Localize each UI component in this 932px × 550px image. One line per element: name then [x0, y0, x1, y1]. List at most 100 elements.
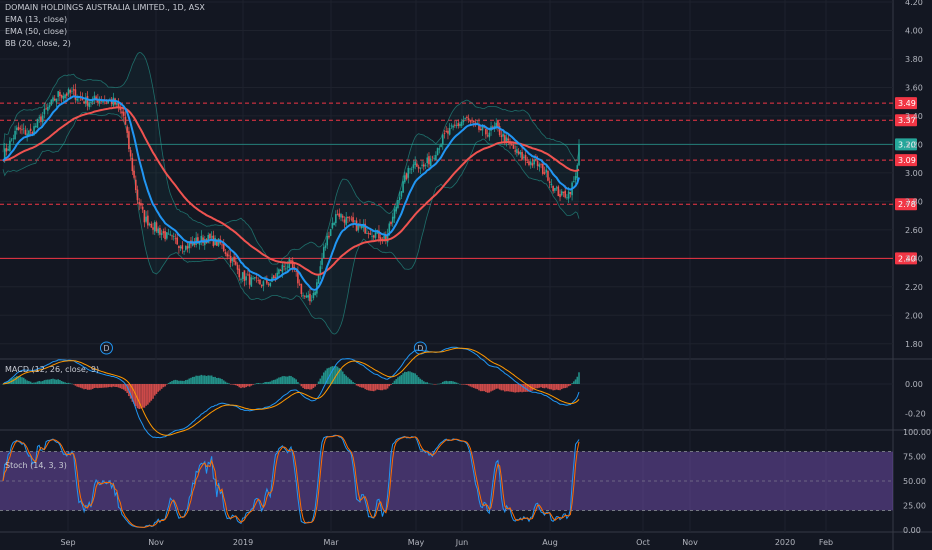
macd-histogram-bar: [222, 380, 225, 384]
candle-body: [41, 115, 44, 123]
candle-body: [536, 160, 539, 166]
macd-line: [2, 346, 580, 439]
macd-histogram-bar: [290, 375, 292, 384]
macd-histogram-bar: [236, 384, 239, 386]
macd-histogram-bar: [95, 384, 97, 388]
macd-histogram-bar: [12, 378, 15, 384]
level-badge-label: 2.40: [898, 254, 916, 263]
macd-histogram-bar: [519, 384, 522, 392]
candle-body: [278, 269, 280, 274]
candle-body: [222, 243, 225, 252]
macd-histogram-bar: [421, 379, 423, 384]
candle-body: [510, 143, 513, 146]
ema-lines: [2, 95, 580, 291]
macd-histogram-bar: [393, 380, 396, 384]
macd-histogram-bar: [428, 383, 430, 384]
macd-histogram-bar: [455, 382, 458, 384]
macd-tick-label: -0.20: [905, 409, 926, 418]
candle-body: [448, 128, 451, 135]
macd-histogram-bar: [219, 378, 222, 384]
macd-histogram-bar: [495, 384, 498, 389]
macd-histogram-bar: [40, 381, 42, 384]
candle-body: [164, 231, 166, 240]
ema50-legend[interactable]: EMA (50, close): [5, 27, 68, 36]
macd-histogram-bar: [360, 384, 363, 388]
macd-histogram-bar: [564, 384, 567, 389]
macd-histogram-bar: [335, 365, 337, 384]
macd-histogram-bar: [410, 372, 413, 384]
macd-histogram-bar: [22, 377, 25, 384]
macd-histogram-bar: [566, 384, 568, 388]
macd-histogram-bar: [500, 384, 503, 391]
macd-histogram-bar: [209, 375, 211, 384]
bb-upper: [2, 52, 580, 265]
macd-histogram-bar: [267, 381, 270, 384]
level-badge-label: 2.78: [898, 200, 916, 209]
macd-histogram-bar: [195, 375, 197, 384]
candle-body: [560, 191, 563, 196]
candle-body: [554, 188, 556, 191]
macd-histogram-bar: [445, 380, 448, 384]
level-badge-label: 3.49: [898, 99, 916, 108]
stoch-pane: [0, 434, 893, 528]
candle-body: [21, 129, 23, 131]
candle-body: [531, 163, 534, 166]
candle-body: [298, 283, 301, 285]
macd-histogram-bar: [378, 384, 380, 390]
macd-histogram-bar: [305, 384, 308, 390]
candle-body: [148, 223, 151, 225]
candle-body: [140, 203, 142, 206]
macd-histogram-bar: [88, 384, 91, 390]
ema13-legend[interactable]: EMA (13, close): [5, 15, 68, 24]
macd-histogram-bar: [160, 384, 163, 389]
macd-histogram-bar: [91, 384, 94, 389]
candle-body: [229, 255, 232, 263]
candle-body: [488, 132, 491, 138]
macd-histogram-bar: [366, 384, 368, 390]
macd-histogram-bar: [231, 384, 234, 385]
macd-histogram-bar: [200, 374, 203, 384]
candle-body: [322, 247, 325, 259]
candle-body: [55, 98, 58, 103]
candle-body: [131, 157, 134, 172]
candle-body: [153, 222, 156, 232]
candle-body: [397, 200, 399, 209]
level-badge-label: 3.37: [898, 116, 916, 125]
macd-histogram-bar: [141, 384, 144, 408]
stoch-tick-label: 100.00: [903, 428, 931, 437]
candle-body: [5, 148, 8, 152]
candle-body: [543, 172, 546, 174]
bb-legend[interactable]: BB (20, close, 2): [5, 39, 71, 48]
candle-body: [576, 165, 579, 179]
macd-histogram-bar: [467, 384, 470, 386]
candle-body: [467, 118, 470, 120]
stoch-legend[interactable]: Stoch (14, 3, 3): [5, 460, 67, 472]
candle-body: [435, 155, 437, 160]
candle-body: [436, 148, 439, 156]
candle-body: [390, 221, 392, 225]
macd-histogram-bar: [543, 384, 546, 389]
macd-histogram-bar: [172, 380, 175, 384]
candle-body: [367, 233, 370, 235]
macd-histogram-bar: [329, 366, 332, 384]
macd-histogram-bar: [340, 369, 342, 384]
candle-body: [519, 152, 522, 155]
macd-histogram-bar: [81, 384, 84, 389]
macd-histogram-bar: [181, 380, 184, 384]
macd-histogram-bar: [107, 384, 109, 388]
candle-body: [512, 144, 515, 149]
candle-body: [217, 238, 220, 246]
candle-body: [402, 181, 404, 193]
candle-body: [288, 259, 291, 269]
macd-histogram-bar: [359, 384, 361, 388]
bollinger-bands: [2, 52, 580, 335]
macd-histogram-bar: [300, 384, 303, 387]
macd-histogram-bar: [479, 384, 482, 392]
candle-body: [179, 246, 182, 249]
macd-histogram-bar: [98, 384, 101, 388]
macd-histogram-bar: [548, 384, 551, 390]
candle-body: [457, 123, 460, 126]
macd-histogram-bar: [490, 384, 492, 392]
macd-legend[interactable]: MACD (12, 26, close, 9): [5, 364, 99, 376]
